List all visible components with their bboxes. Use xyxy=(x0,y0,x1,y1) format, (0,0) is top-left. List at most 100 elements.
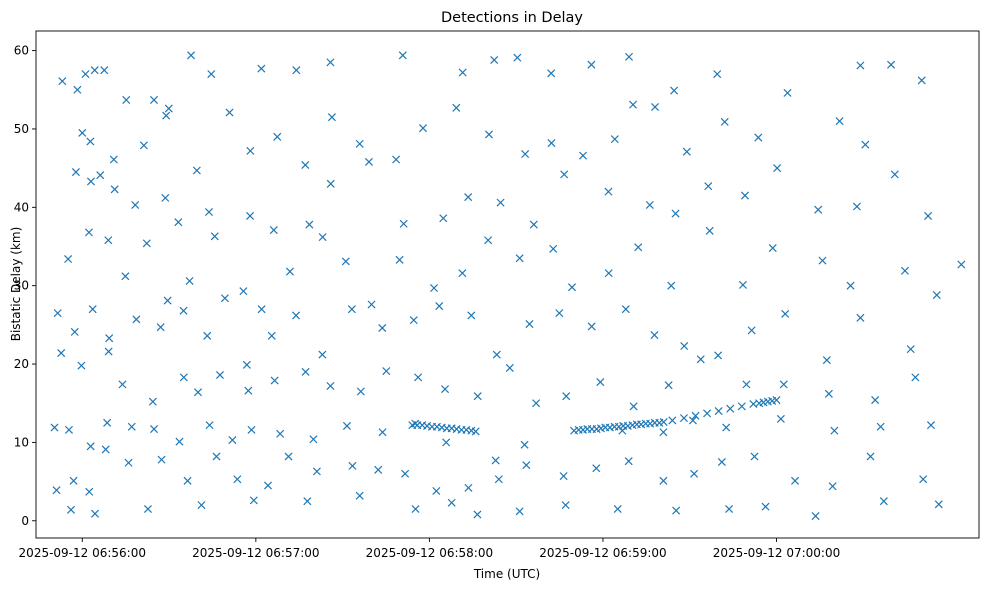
data-point xyxy=(932,291,941,300)
data-point xyxy=(818,256,827,265)
data-point xyxy=(435,302,444,311)
data-point xyxy=(355,491,364,500)
x-axis-label: Time (UTC) xyxy=(473,567,540,581)
data-point xyxy=(670,86,679,95)
data-point xyxy=(645,200,654,209)
data-point xyxy=(326,179,335,188)
data-point xyxy=(163,296,172,305)
data-point xyxy=(378,428,387,437)
data-point xyxy=(432,486,441,496)
data-point xyxy=(303,497,312,506)
data-point xyxy=(164,104,173,113)
data-point xyxy=(750,452,759,461)
data-point xyxy=(887,60,896,69)
data-point xyxy=(305,220,314,229)
data-point xyxy=(830,426,839,435)
data-point xyxy=(104,347,113,356)
data-point xyxy=(781,309,790,318)
y-axis-label: Bistatic Delay (km) xyxy=(9,227,23,342)
data-point xyxy=(613,504,622,514)
data-point xyxy=(555,309,564,318)
data-point xyxy=(467,311,476,320)
data-point xyxy=(156,323,165,332)
data-point xyxy=(203,331,212,340)
data-point xyxy=(705,226,714,235)
data-point xyxy=(659,476,668,485)
data-point xyxy=(672,506,681,515)
data-point xyxy=(210,232,219,241)
data-point xyxy=(911,373,920,382)
data-point xyxy=(246,211,255,220)
data-point xyxy=(207,70,216,79)
data-point xyxy=(132,315,141,324)
data-point xyxy=(861,140,870,149)
data-point xyxy=(688,416,697,425)
data-point xyxy=(228,436,237,445)
data-point xyxy=(110,185,119,194)
data-point xyxy=(309,435,318,444)
data-point xyxy=(604,187,613,196)
data-point xyxy=(587,60,596,69)
data-point xyxy=(824,389,833,398)
data-point xyxy=(193,388,203,397)
data-point xyxy=(85,487,94,496)
data-point xyxy=(505,363,514,372)
data-point xyxy=(100,66,109,75)
y-axis: 0 10 20 30 40 50 60 xyxy=(14,44,36,528)
data-point xyxy=(515,507,524,516)
data-point xyxy=(257,305,266,314)
data-point xyxy=(269,226,278,235)
data-point xyxy=(467,426,476,435)
data-point xyxy=(103,418,112,427)
data-point xyxy=(926,421,936,430)
data-point xyxy=(197,501,206,510)
data-point xyxy=(822,356,831,365)
data-point xyxy=(596,378,605,387)
data-point xyxy=(247,425,256,434)
data-point xyxy=(714,407,723,416)
data-point xyxy=(284,452,293,461)
data-point xyxy=(246,146,255,155)
data-point xyxy=(109,155,118,164)
data-point xyxy=(629,402,638,411)
data-point xyxy=(341,257,350,266)
x-tick-label: 2025-09-12 06:56:00 xyxy=(19,546,146,560)
data-point xyxy=(86,442,95,451)
data-point xyxy=(720,117,729,126)
data-point xyxy=(414,373,423,382)
data-point xyxy=(725,504,734,514)
data-point xyxy=(233,475,242,484)
data-point xyxy=(367,300,376,309)
data-point xyxy=(90,509,100,518)
data-point xyxy=(215,370,224,380)
data-point xyxy=(378,323,387,333)
data-point xyxy=(624,457,633,466)
data-point xyxy=(348,461,357,470)
data-point xyxy=(220,294,229,303)
data-point xyxy=(249,496,258,505)
data-point xyxy=(578,151,588,160)
data-point xyxy=(263,481,273,490)
data-point xyxy=(50,423,59,432)
data-point xyxy=(327,113,336,122)
data-point xyxy=(364,157,373,166)
data-point xyxy=(118,380,127,389)
data-point xyxy=(183,476,192,485)
data-point xyxy=(491,456,500,465)
data-point xyxy=(747,326,756,335)
data-point xyxy=(621,305,630,314)
data-point xyxy=(174,218,183,227)
data-point xyxy=(139,141,148,150)
data-point xyxy=(559,472,568,481)
data-point xyxy=(69,476,78,485)
data-point xyxy=(440,385,450,394)
data-point xyxy=(691,411,700,420)
data-point xyxy=(257,64,266,73)
data-point xyxy=(148,397,157,406)
data-point xyxy=(71,168,80,177)
data-point xyxy=(714,351,723,360)
data-point xyxy=(292,311,301,320)
data-point xyxy=(629,100,638,109)
data-point xyxy=(761,502,770,511)
data-point xyxy=(650,331,659,340)
